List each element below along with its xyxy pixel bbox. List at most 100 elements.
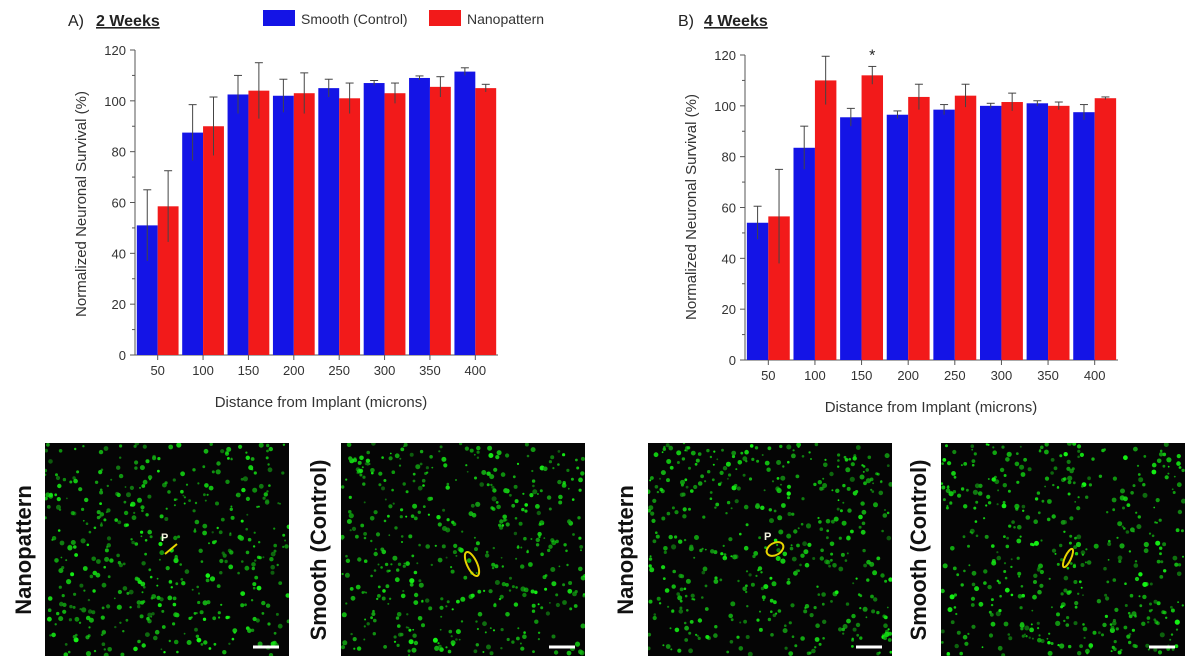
- plot-area: 0 20 40 60 80 100 120 50 100 150 200 250 300 350 400: [104, 43, 498, 378]
- y-tick-label: 40: [112, 246, 126, 261]
- legend-swatch-nanopattern: [429, 10, 461, 26]
- bar: [157, 206, 179, 355]
- micrograph-nanopattern-4-weeks: P: [648, 443, 892, 656]
- bar: [272, 95, 294, 355]
- micrograph-image: [941, 443, 1185, 656]
- y-tick-label: 120: [714, 48, 736, 63]
- probe-marker-label: P: [764, 531, 771, 543]
- chart-2-weeks-svg: A) 2 Weeks Normalized Neuronal Survival …: [68, 13, 498, 411]
- x-tick-label: 400: [464, 363, 486, 378]
- y-tick-label: 0: [119, 348, 126, 363]
- micrograph-image: P: [648, 443, 892, 656]
- chart-4-weeks-svg: B) 4 Weeks Normalized Neuronal Survival …: [678, 13, 1118, 416]
- micrograph-image: [341, 443, 585, 656]
- micrograph-label: Smooth (Control): [899, 443, 939, 656]
- y-tick-label: 80: [722, 150, 736, 165]
- bar: [793, 147, 815, 360]
- x-tick-label: 300: [374, 363, 396, 378]
- bar: [318, 88, 340, 355]
- bar: [933, 109, 955, 360]
- chart-title-2-weeks: 2 Weeks: [96, 13, 160, 30]
- implant-outline: [1061, 547, 1075, 569]
- micrograph-label: Smooth (Control): [299, 443, 339, 656]
- chart-title-4-weeks: 4 Weeks: [704, 13, 768, 30]
- bar: [363, 83, 385, 356]
- x-axis-label: Distance from Implant (microns): [215, 394, 428, 411]
- x-tick-label: 50: [150, 363, 164, 378]
- implant-outline: [463, 551, 481, 577]
- x-tick-label: 350: [419, 363, 441, 378]
- bar: [1094, 98, 1117, 360]
- panel-label-a: A): [68, 13, 84, 30]
- x-tick-label: 350: [1037, 368, 1059, 383]
- bar: [908, 96, 930, 360]
- panel-label-b: B): [678, 13, 694, 30]
- bar: [1001, 102, 1023, 360]
- x-tick-label: 100: [192, 363, 214, 378]
- x-tick-label: 150: [238, 363, 260, 378]
- y-tick-label: 20: [112, 297, 126, 312]
- bar: [475, 88, 497, 355]
- bar: [136, 225, 158, 355]
- bar: [429, 86, 451, 356]
- bar: [1048, 105, 1070, 360]
- x-tick-label: 150: [851, 368, 873, 383]
- y-tick-label: 20: [722, 302, 736, 317]
- legend-swatch-smooth: [263, 10, 295, 26]
- plot-area: 0 20 40 60 80 100 120 50 100 150 200 250 300 350 400 *: [714, 47, 1118, 383]
- bar: [746, 222, 769, 360]
- x-tick-label: 250: [944, 368, 966, 383]
- chart-4-weeks: B) 4 Weeks Normalized Neuronal Survival …: [600, 0, 1180, 425]
- bar: [409, 77, 430, 355]
- micrograph-label: Nanopattern: [606, 443, 646, 656]
- micrograph-label-text: Smooth (Control): [306, 459, 331, 640]
- x-tick-label: 200: [897, 368, 919, 383]
- x-tick-label: 200: [283, 363, 305, 378]
- legend-label-nanopattern: Nanopattern: [467, 11, 544, 27]
- bar: [248, 90, 270, 356]
- y-tick-label: 60: [112, 196, 126, 211]
- micrograph-smooth-4-weeks: [941, 443, 1185, 656]
- micrograph-label-text: Smooth (Control): [906, 459, 931, 640]
- bar: [454, 71, 476, 356]
- y-axis-label: Normalized Neuronal Survival (%): [73, 91, 90, 317]
- micrograph-label-text: Nanopattern: [11, 484, 36, 615]
- y-tick-label: 60: [722, 201, 736, 216]
- bar: [384, 93, 406, 355]
- bar: [861, 75, 884, 360]
- y-axis-label: Normalized Neuronal Survival (%): [683, 94, 700, 320]
- x-tick-label: 50: [761, 368, 775, 383]
- micrograph-label: Nanopattern: [4, 443, 44, 656]
- y-tick-label: 0: [729, 353, 736, 368]
- y-tick-label: 120: [104, 43, 126, 58]
- probe-marker-label: P: [161, 532, 168, 544]
- micrograph-nanopattern-2-weeks: P: [45, 443, 289, 656]
- bar: [203, 126, 224, 355]
- legend-label-smooth: Smooth (Control): [301, 11, 408, 27]
- micrograph-image: P: [45, 443, 289, 656]
- bar: [1026, 103, 1049, 361]
- significance-marker: *: [869, 47, 875, 64]
- x-tick-label: 300: [991, 368, 1013, 383]
- bar: [227, 94, 249, 356]
- chart-2-weeks: A) 2 Weeks Normalized Neuronal Survival …: [0, 0, 560, 425]
- bar: [1073, 112, 1095, 360]
- micrograph-smooth-2-weeks: [341, 443, 585, 656]
- y-tick-label: 40: [722, 251, 736, 266]
- x-tick-label: 400: [1084, 368, 1106, 383]
- bar: [886, 114, 909, 361]
- legend: Smooth (Control) Nanopattern: [255, 6, 575, 32]
- x-axis-label: Distance from Implant (microns): [825, 399, 1038, 416]
- bar: [840, 117, 862, 360]
- bar: [293, 93, 315, 355]
- micrograph-label-text: Nanopattern: [613, 484, 638, 615]
- bar: [979, 105, 1002, 360]
- x-tick-label: 100: [804, 368, 826, 383]
- y-tick-label: 80: [112, 145, 126, 160]
- bar: [339, 98, 361, 356]
- bar: [768, 216, 790, 360]
- implant-outline: [765, 541, 785, 557]
- bar: [814, 80, 837, 361]
- x-tick-label: 250: [328, 363, 350, 378]
- implant-outline: [164, 543, 178, 555]
